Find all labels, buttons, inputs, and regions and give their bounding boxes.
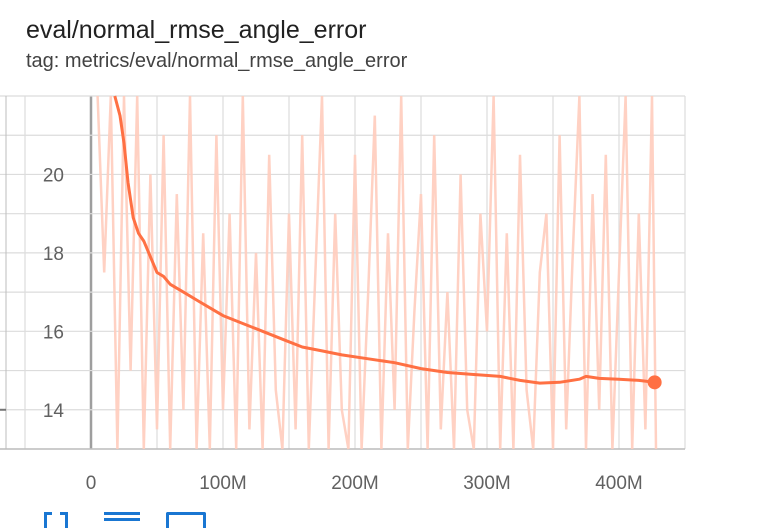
x-tick-label: 300M	[463, 473, 511, 494]
x-tick-label: 100M	[199, 473, 247, 494]
log-scale-icon[interactable]	[104, 512, 140, 526]
smoothed-series-line	[113, 95, 655, 385]
y-tick-label: 20	[43, 165, 64, 186]
y-tick-label: 18	[43, 244, 64, 265]
x-tick-label: 0	[86, 473, 97, 494]
raw-series-line	[96, 95, 658, 450]
expand-icon[interactable]	[166, 512, 206, 528]
y-tick-label: 14	[43, 401, 65, 422]
x-tick-label: 200M	[331, 473, 379, 494]
x-tick-label: 400M	[595, 473, 643, 494]
fit-domain-icon[interactable]	[44, 512, 68, 528]
y-tick-label: 16	[43, 322, 64, 343]
chart-tag: tag: metrics/eval/normal_rmse_angle_erro…	[26, 50, 408, 72]
chart-title: eval/normal_rmse_angle_error	[26, 16, 367, 44]
last-point-marker	[647, 375, 662, 390]
chart-toolbar	[44, 508, 224, 528]
